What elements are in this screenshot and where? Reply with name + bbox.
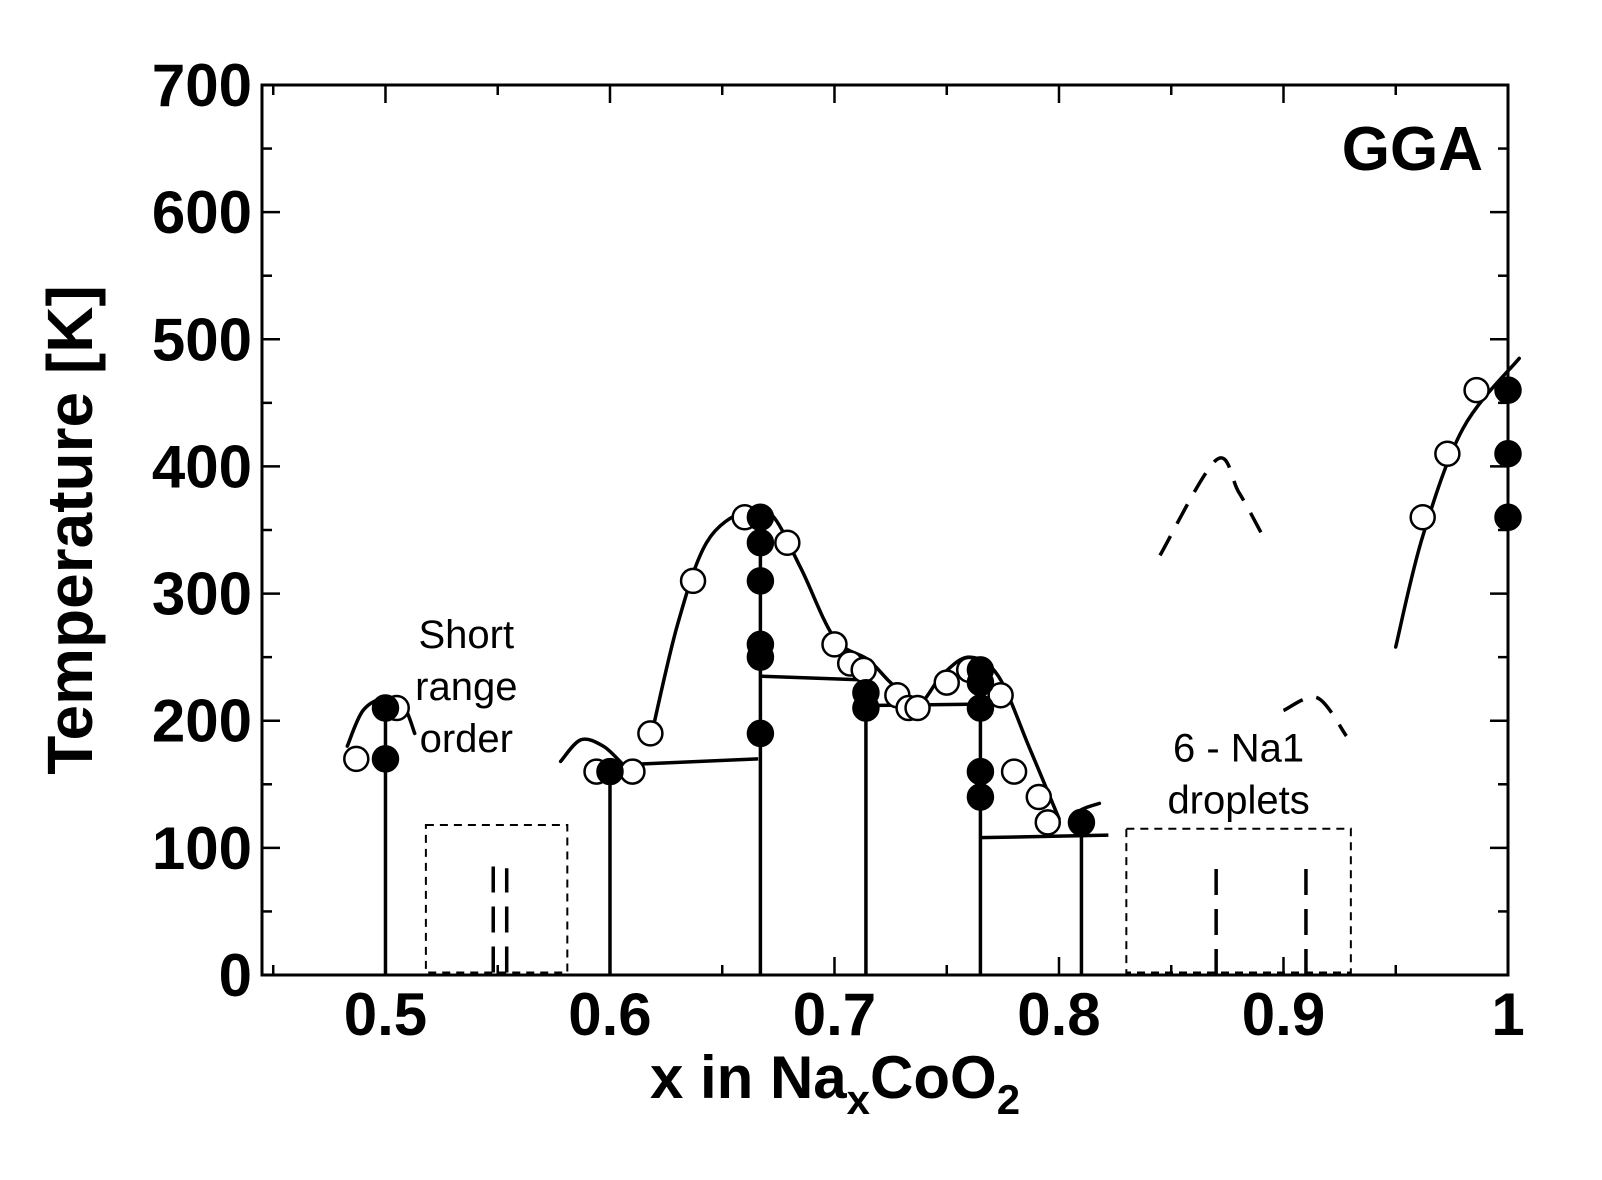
y-axis-title: Temperature [K]	[34, 285, 106, 775]
annotation-text: range	[415, 665, 517, 709]
annotation-text: 6 - Na1	[1173, 726, 1304, 770]
phase-boundary-line	[760, 674, 866, 682]
phase-boundary-line	[980, 833, 1109, 840]
open-circle-point	[821, 631, 848, 658]
x-tick-label: 0.6	[568, 981, 651, 1048]
dashed-region-box	[1125, 827, 1352, 974]
open-circle-point	[637, 720, 664, 747]
y-tick-label: 500	[152, 306, 252, 373]
y-tick-label: 700	[152, 52, 252, 119]
chart-text: GGA Temperature [K] x in NaxCoO2 0.5 0.6 0…	[34, 52, 1525, 1123]
annotation-text: Short	[418, 613, 514, 657]
filled-circle-point	[966, 668, 995, 697]
filled-circle-point	[966, 757, 995, 786]
filled-circle-point	[746, 719, 775, 748]
open-circle-point	[1025, 783, 1053, 811]
filled-circle-point	[371, 745, 400, 773]
open-circle-point	[1034, 809, 1062, 836]
x-tick-label: 0.8	[1017, 981, 1100, 1048]
filled-circle-point	[746, 503, 775, 532]
x-title-sub1: x	[847, 1076, 871, 1123]
filled-circle-point	[371, 694, 400, 722]
open-circle-point	[1434, 440, 1461, 467]
dashed-boxes	[424, 823, 1352, 975]
x-tick-label: 0.9	[1242, 981, 1325, 1048]
y-tick-label: 0	[219, 942, 252, 1009]
open-circle-point	[774, 529, 801, 556]
annotation-text: droplets	[1167, 778, 1309, 822]
open-circle-point	[850, 656, 877, 684]
open-circle-point	[987, 682, 1014, 709]
filled-circle-point	[852, 694, 880, 722]
x-tick-label: 0.5	[344, 981, 427, 1048]
filled-circle-point	[966, 694, 995, 722]
dashed-region-box	[424, 823, 569, 974]
x-tick-label: 0.7	[793, 981, 876, 1048]
x-title-sub2: 2	[997, 1076, 1020, 1123]
plot-frame	[260, 83, 1510, 977]
open-circle-point	[1463, 376, 1490, 404]
x-axis-title: x in NaxCoO2	[650, 1044, 1020, 1123]
filled-circle-point	[746, 643, 775, 671]
annotation-text: order	[420, 717, 513, 761]
filled-circle-point	[1067, 808, 1096, 837]
x-title-mid: CoO	[870, 1044, 997, 1111]
filled-circle-point	[746, 528, 775, 557]
filled-circle-point	[746, 567, 775, 595]
y-tick-label: 600	[152, 179, 252, 246]
open-circle-point	[933, 669, 960, 696]
x-title-base: x in Na	[650, 1044, 847, 1111]
transition-curve	[558, 737, 623, 765]
open-circle-point	[1000, 758, 1028, 785]
data-points	[343, 376, 1522, 837]
open-circle-point	[904, 694, 931, 722]
y-tick-label: 200	[152, 688, 252, 755]
transition-curves	[345, 356, 1521, 822]
x-tick-label: 1	[1491, 981, 1524, 1048]
open-circle-point	[1409, 504, 1436, 531]
filled-circle-point	[966, 783, 995, 811]
panel-label: GGA	[1342, 115, 1483, 184]
open-circle-point	[679, 567, 707, 595]
dashed-transition-curve	[1158, 456, 1263, 557]
filled-circle-point	[596, 757, 624, 786]
y-tick-label: 100	[152, 815, 252, 882]
open-circle-point	[619, 758, 646, 785]
transition-curve	[1393, 356, 1521, 649]
y-tick-label: 400	[152, 433, 252, 500]
open-circle-point	[343, 745, 370, 773]
y-tick-label: 300	[152, 561, 252, 628]
axes	[260, 83, 1510, 977]
dashed-transition-curve	[1282, 695, 1348, 738]
phase-boundaries	[383, 510, 1109, 975]
